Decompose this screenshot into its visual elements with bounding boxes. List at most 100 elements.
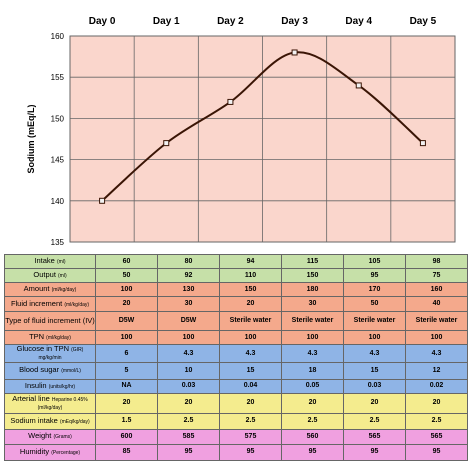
y-tick-label: 155 — [51, 73, 65, 82]
table-cell: 100 — [157, 330, 220, 345]
day-label: Day 1 — [153, 16, 180, 27]
y-tick-labels: 135 140 145 150 155 160 — [51, 32, 65, 247]
table-cell: 4.3 — [281, 344, 344, 363]
row-label-unit: (ml/kg/day) — [51, 287, 77, 294]
row-label-unit: (Percentage) — [51, 449, 81, 456]
data-points — [99, 49, 426, 204]
table-cell: 20 — [95, 392, 158, 414]
table-cell: 0.02 — [405, 378, 468, 394]
row-label-text: Amount — [23, 284, 50, 294]
row-label-text: Blood sugar — [19, 365, 60, 375]
table-cell: D5W — [157, 311, 220, 331]
table-cell: 575 — [219, 428, 282, 445]
day-label: Day 3 — [281, 16, 308, 27]
table-cell: 75 — [405, 268, 468, 283]
table-cell: 565 — [405, 428, 468, 445]
table-cell: 15 — [343, 361, 406, 380]
table-cell: 80 — [157, 254, 220, 269]
table-row: Output (ml) 50 92 110 150 95 75 — [4, 268, 468, 283]
table-cell: 2.5 — [405, 412, 468, 430]
table-cell: 12 — [405, 361, 468, 380]
table-cell: 0.05 — [281, 378, 344, 394]
table-row: Arterial line Heparine 0.45% (ml/kg/day)… — [4, 392, 468, 414]
table-cell: 92 — [157, 268, 220, 283]
row-label-text: Sodium intake — [10, 415, 58, 425]
table-cell: 105 — [343, 254, 406, 269]
row-label-text: Type of fluid increment (IV) — [5, 316, 95, 326]
data-point — [419, 140, 426, 147]
table-cell: 60 — [95, 254, 158, 269]
table-row: Amount (ml/kg/day) 100 130 150 180 170 160 — [4, 282, 468, 297]
day-labels: Day 0 Day 1 Day 2 Day 3 Day 4 Day 5 — [89, 16, 437, 27]
table-row: Glucose in TPN (GIR) mg/kg/min 6 4.3 4.3 4.3… — [4, 344, 468, 363]
table-cell: 20 — [219, 392, 282, 414]
day-label: Day 5 — [410, 16, 437, 27]
data-point — [163, 140, 170, 147]
table-cell: NA — [95, 378, 158, 394]
row-label: Arterial line Heparine 0.45% (ml/kg/day) — [4, 392, 96, 414]
table-cell: 585 — [157, 428, 220, 445]
row-label: Amount (ml/kg/day) — [4, 282, 96, 297]
table-row: Sodium intake (mEq/kg/day) 1.5 2.5 2.5 2.5 2.… — [4, 412, 468, 430]
row-label-unit: (ml/kg/day) — [46, 335, 71, 342]
table-cell: Sterile water — [343, 311, 406, 331]
table-cell: 170 — [343, 282, 406, 297]
row-label-text: Weight — [28, 431, 52, 441]
table-cell: 115 — [281, 254, 344, 269]
table-cell: 85 — [95, 443, 158, 461]
day-label: Day 2 — [217, 16, 244, 27]
table-row: Fluid increment (ml/kg/day) 20 30 20 30 50 40 — [4, 296, 468, 312]
row-label: Output (ml) — [4, 268, 96, 283]
table-cell: 40 — [405, 296, 468, 312]
table-cell: 95 — [157, 443, 220, 461]
table-cell: 50 — [343, 296, 406, 312]
table-cell: D5W — [95, 311, 158, 331]
table-cell: 0.03 — [157, 378, 220, 394]
row-label: Intake (ml) — [4, 254, 96, 269]
table-cell: 100 — [95, 282, 158, 297]
table-cell: 150 — [281, 268, 344, 283]
table-cell: 95 — [405, 443, 468, 461]
row-label-unit: (ml) — [58, 273, 67, 280]
table-cell: Sterile water — [405, 311, 468, 331]
row-label-unit: (Grams) — [53, 434, 72, 441]
y-tick-label: 135 — [51, 238, 65, 247]
table-cell: 20 — [157, 392, 220, 414]
table-cell: 6 — [95, 344, 158, 363]
y-tick-label: 150 — [51, 114, 65, 123]
data-point — [227, 98, 234, 105]
table-cell: 50 — [95, 268, 158, 283]
row-label-text: Output — [33, 270, 56, 280]
table-cell: 2.5 — [219, 412, 282, 430]
table-cell: 2.5 — [343, 412, 406, 430]
table-row: Humidity (Percentage) 85 95 95 95 95 95 — [4, 443, 468, 461]
row-label-unit: Heparine 0.45% (ml/kg/day) — [37, 396, 88, 411]
table-cell: 4.3 — [405, 344, 468, 363]
table-cell: 600 — [95, 428, 158, 445]
grid-lines — [70, 36, 455, 242]
data-point — [99, 197, 106, 204]
table-row: Blood sugar (mmol/L) 5 10 15 18 15 12 — [4, 361, 468, 380]
table-cell: 2.5 — [157, 412, 220, 430]
table-cell: 4.3 — [157, 344, 220, 363]
table-cell: 95 — [219, 443, 282, 461]
table-row: TPN (ml/kg/day) 100 100 100 100 100 100 — [4, 330, 468, 345]
table-cell: 160 — [405, 282, 468, 297]
y-tick-label: 140 — [51, 197, 65, 206]
row-label-text: Intake — [34, 256, 55, 266]
table-cell: 100 — [219, 330, 282, 345]
row-label-unit: (ml) — [56, 259, 66, 266]
row-label-unit: (ml/kg/day) — [64, 301, 90, 308]
row-label: Weight (Grams) — [4, 428, 96, 445]
row-label-unit: (mEq/kg/day) — [59, 418, 90, 425]
row-label: TPN (ml/kg/day) — [4, 330, 96, 345]
row-label-unit: (units/kg/hr) — [48, 383, 76, 390]
row-label: Type of fluid increment (IV) — [4, 311, 96, 331]
table-cell: 110 — [219, 268, 282, 283]
table-cell: 150 — [219, 282, 282, 297]
table-cell: 15 — [219, 361, 282, 380]
row-label-text: TPN — [29, 332, 45, 342]
table-cell: 98 — [405, 254, 468, 269]
table-cell: 100 — [281, 330, 344, 345]
